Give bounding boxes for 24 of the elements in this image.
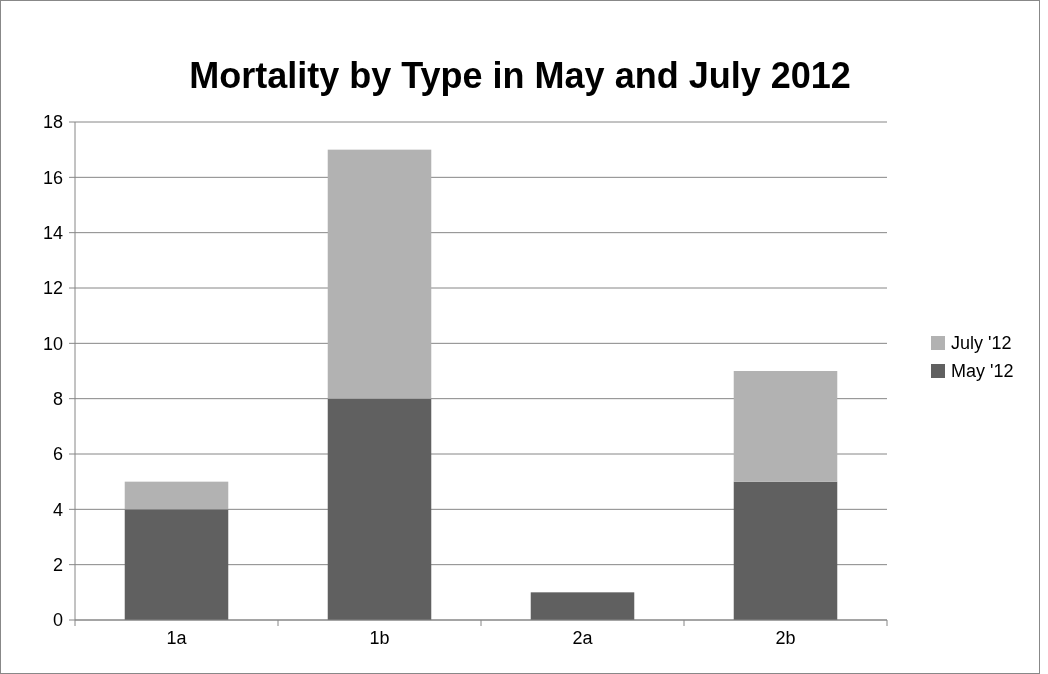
bar xyxy=(327,398,432,620)
legend-label: May '12 xyxy=(951,361,1014,382)
legend-label: July '12 xyxy=(951,333,1012,354)
x-tick-label: 2a xyxy=(572,628,594,648)
y-tick-label: 18 xyxy=(42,112,63,133)
x-tick-label: 1a xyxy=(166,628,188,648)
bar xyxy=(733,371,838,482)
x-tick-label: 1b xyxy=(369,628,390,648)
bar xyxy=(327,149,432,399)
y-tick-label: 12 xyxy=(42,278,63,299)
y-tick-label: 0 xyxy=(52,610,63,631)
x-tick-label: 2b xyxy=(775,628,796,648)
y-tick-label: 2 xyxy=(52,554,63,575)
y-tick-label: 8 xyxy=(52,388,63,409)
chart-title: Mortality by Type in May and July 2012 xyxy=(189,55,851,96)
bar xyxy=(530,592,635,620)
bar xyxy=(124,509,229,620)
bar xyxy=(733,481,838,620)
bar xyxy=(124,481,229,510)
y-tick-label: 16 xyxy=(42,167,63,188)
y-tick-label: 6 xyxy=(52,444,63,465)
y-tick-label: 4 xyxy=(52,499,63,520)
y-tick-label: 14 xyxy=(42,222,63,243)
y-tick-label: 10 xyxy=(42,333,63,354)
